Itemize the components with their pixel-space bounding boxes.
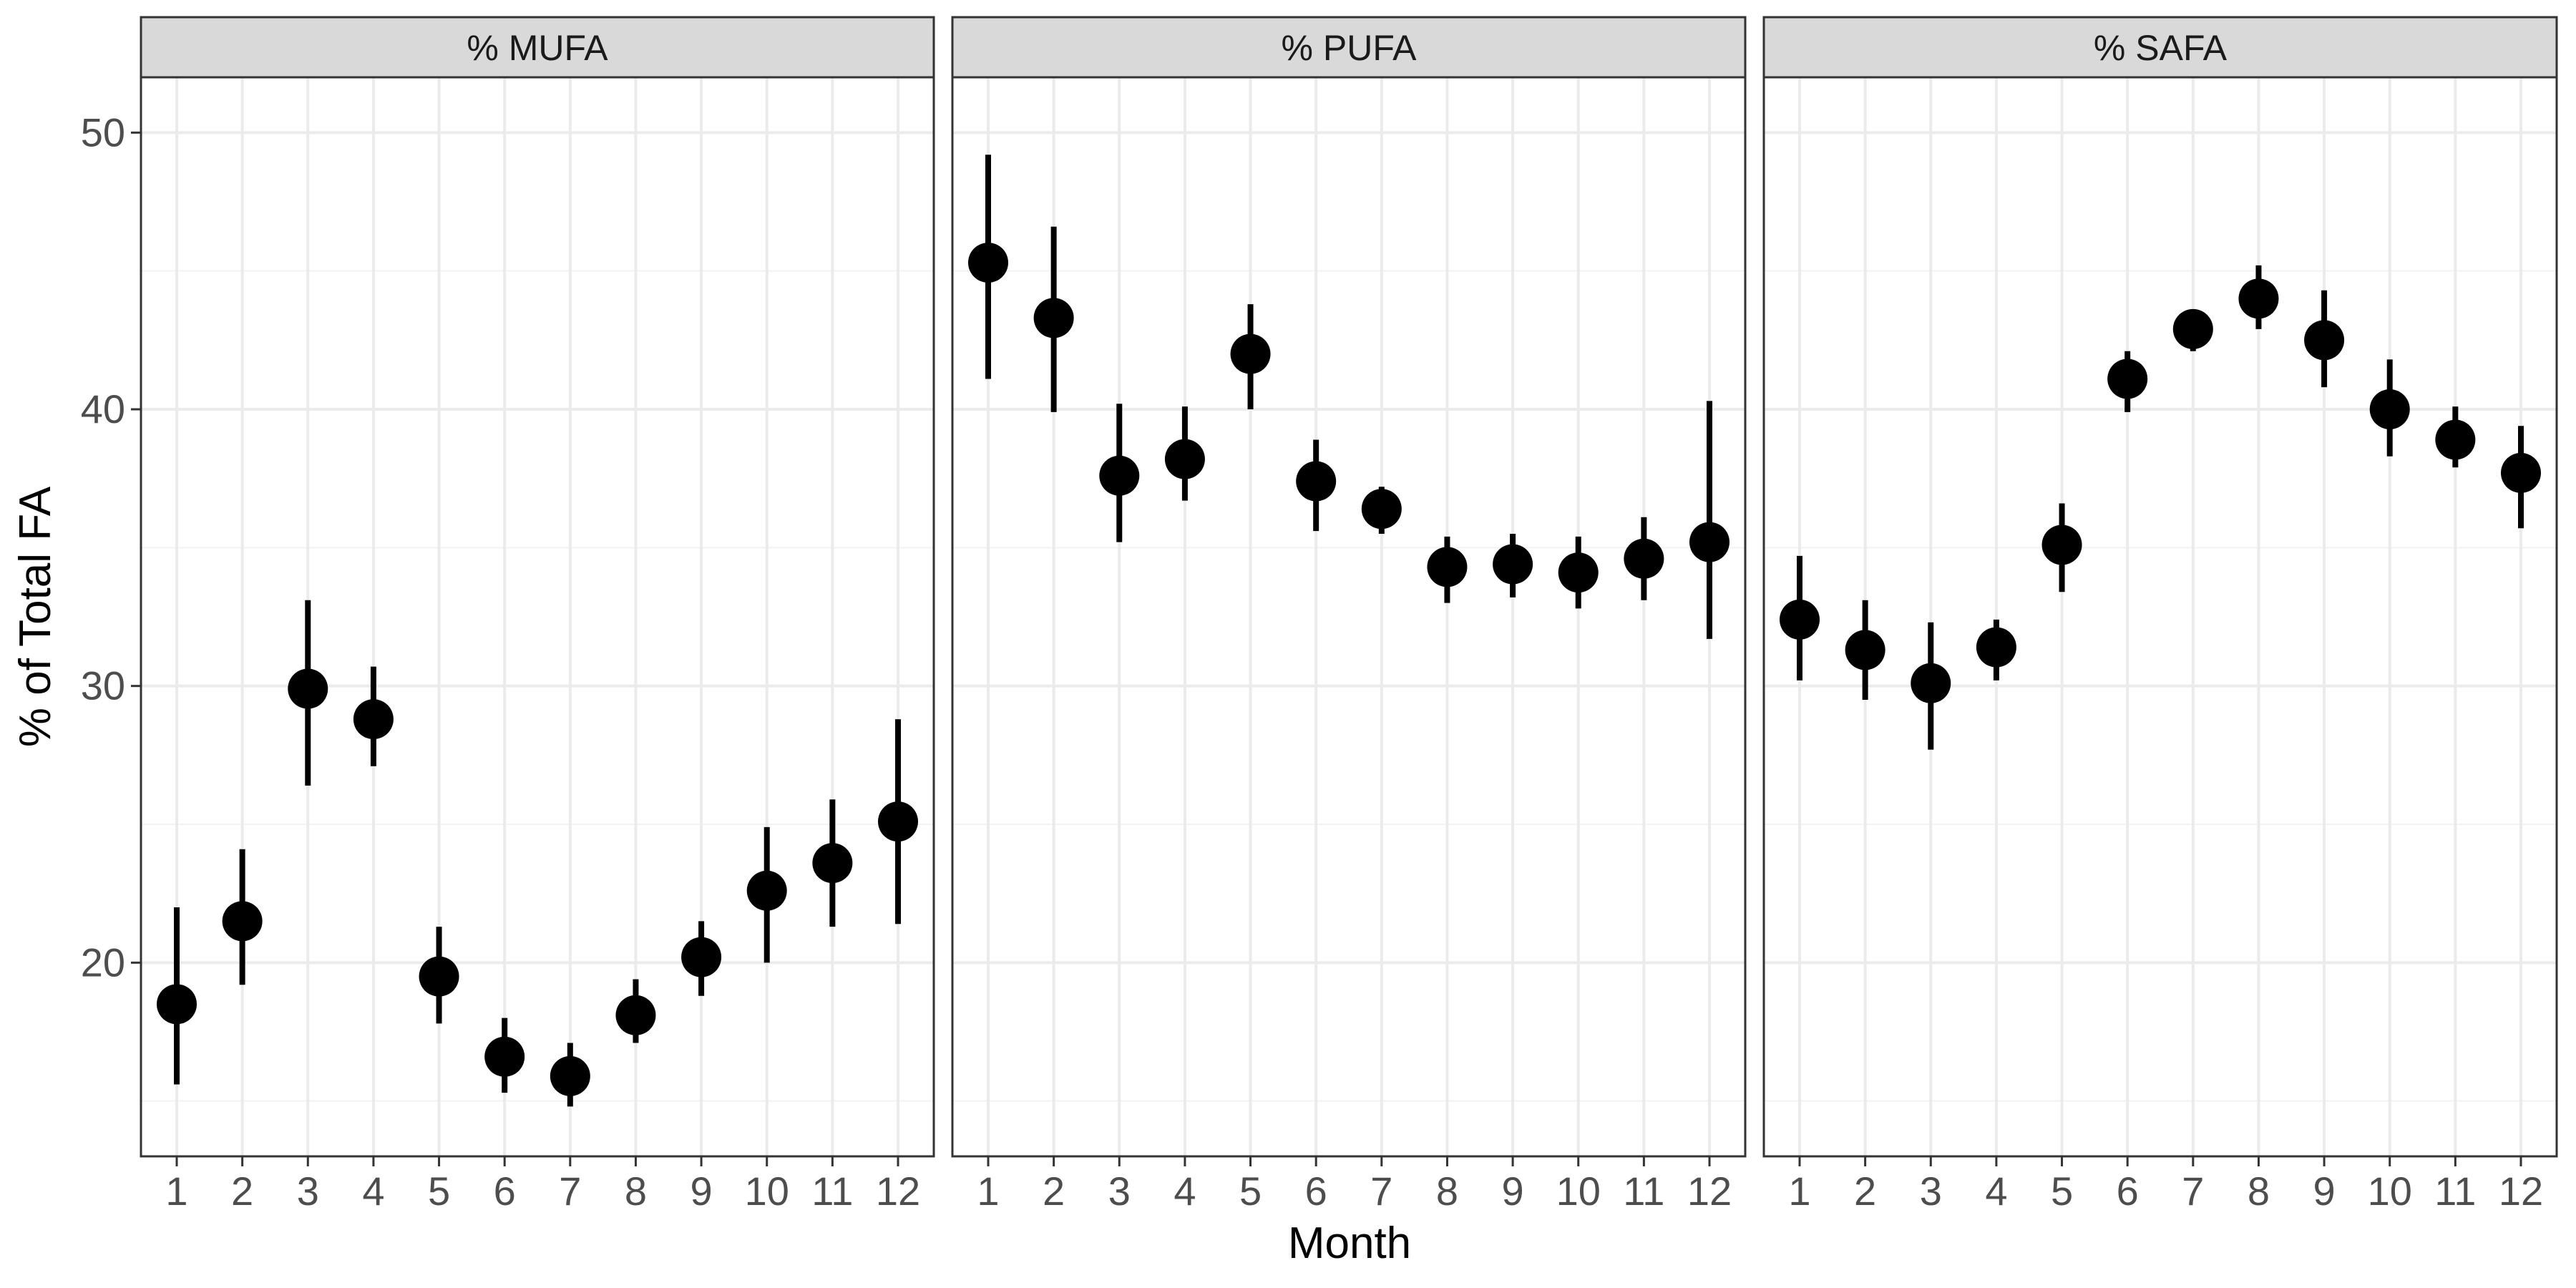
data-point [550, 1055, 590, 1096]
data-point [1099, 455, 1140, 496]
x-tick-label: 3 [1108, 1169, 1131, 1214]
data-point [1845, 630, 1885, 670]
x-tick-label: 12 [1687, 1169, 1732, 1214]
panel-background [952, 77, 1745, 1156]
data-point [2238, 278, 2279, 319]
x-tick-label: 1 [165, 1169, 187, 1214]
x-tick-label: 5 [2051, 1169, 2073, 1214]
data-point [157, 984, 197, 1025]
data-point [2304, 320, 2345, 361]
x-tick-label: 4 [1985, 1169, 2007, 1214]
data-point [2107, 358, 2148, 399]
x-tick-label: 7 [559, 1169, 581, 1214]
x-tick-label: 9 [691, 1169, 713, 1214]
facet-strip [140, 16, 935, 79]
x-tick-label: 12 [876, 1169, 920, 1214]
data-point [1780, 599, 1820, 640]
x-axis-title: Month [1288, 1219, 1411, 1268]
data-point [878, 801, 918, 842]
data-point [1911, 663, 1951, 703]
data-point [681, 937, 722, 977]
data-point [968, 243, 1008, 283]
data-point [2041, 525, 2082, 565]
data-point [419, 956, 459, 997]
x-tick-label: 6 [2117, 1169, 2139, 1214]
y-tick-label: 20 [81, 940, 125, 985]
x-tick-label: 2 [231, 1169, 253, 1214]
x-tick-label: 12 [2499, 1169, 2543, 1214]
x-tick-label: 11 [811, 1169, 853, 1214]
data-point [2172, 308, 2213, 349]
data-point [812, 843, 853, 884]
x-tick-label: 3 [1920, 1169, 1942, 1214]
data-point [1558, 552, 1599, 593]
panel-background [141, 77, 934, 1156]
data-point [1033, 298, 1074, 338]
data-point [1230, 333, 1271, 374]
data-point [2501, 452, 2541, 493]
y-axis-title: % of Total FA [11, 486, 60, 747]
data-point [746, 870, 787, 911]
x-tick-label: 10 [745, 1169, 789, 1214]
x-tick-label: 1 [1788, 1169, 1810, 1214]
x-tick-label: 1 [977, 1169, 999, 1214]
data-point [1689, 522, 1729, 562]
facet-strip-label: % PUFA [1282, 28, 1418, 68]
x-tick-label: 4 [362, 1169, 384, 1214]
data-point [2369, 389, 2410, 429]
x-tick-label: 2 [1854, 1169, 1876, 1214]
data-point [222, 901, 263, 942]
x-tick-label: 11 [1623, 1169, 1664, 1214]
x-tick-label: 8 [625, 1169, 647, 1214]
y-tick-label: 30 [81, 663, 125, 708]
data-point [1164, 439, 1205, 479]
data-point [288, 668, 328, 709]
x-tick-label: 7 [2182, 1169, 2204, 1214]
x-tick-label: 5 [1239, 1169, 1262, 1214]
data-point [1976, 627, 2016, 668]
x-tick-label: 8 [2248, 1169, 2270, 1214]
x-tick-label: 9 [1502, 1169, 1524, 1214]
data-point [484, 1036, 525, 1077]
panel-background [1764, 77, 2557, 1156]
x-tick-label: 8 [1436, 1169, 1458, 1214]
data-point [1361, 489, 1402, 530]
x-tick-label: 6 [494, 1169, 516, 1214]
facet-strip-label: % MUFA [467, 28, 608, 68]
facet-strip-label: % SAFA [2094, 28, 2228, 68]
x-tick-label: 6 [1305, 1169, 1327, 1214]
data-point [353, 699, 394, 740]
x-tick-label: 10 [2368, 1169, 2412, 1214]
data-point [615, 995, 656, 1035]
x-tick-label: 5 [428, 1169, 450, 1214]
data-point [1296, 461, 1337, 502]
y-tick-label: 40 [81, 386, 125, 431]
data-point [2435, 419, 2476, 460]
data-point [1427, 547, 1468, 587]
x-tick-label: 9 [2313, 1169, 2336, 1214]
data-point [1493, 544, 1533, 585]
x-tick-label: 10 [1556, 1169, 1601, 1214]
x-tick-label: 4 [1174, 1169, 1196, 1214]
x-tick-label: 7 [1370, 1169, 1392, 1214]
data-point [1624, 538, 1664, 579]
y-tick-label: 50 [81, 109, 125, 155]
x-tick-label: 11 [2434, 1169, 2476, 1214]
facet-strip [1762, 16, 2558, 79]
facet-strip [951, 16, 1747, 79]
x-tick-label: 2 [1043, 1169, 1065, 1214]
x-tick-label: 3 [297, 1169, 319, 1214]
